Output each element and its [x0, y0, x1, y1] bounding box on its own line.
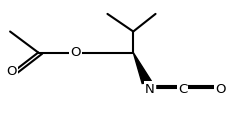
Text: O: O: [71, 46, 81, 59]
Text: C: C: [178, 82, 187, 95]
Text: N: N: [145, 82, 155, 95]
Text: O: O: [215, 82, 225, 95]
Text: O: O: [6, 64, 17, 77]
Polygon shape: [133, 53, 152, 84]
